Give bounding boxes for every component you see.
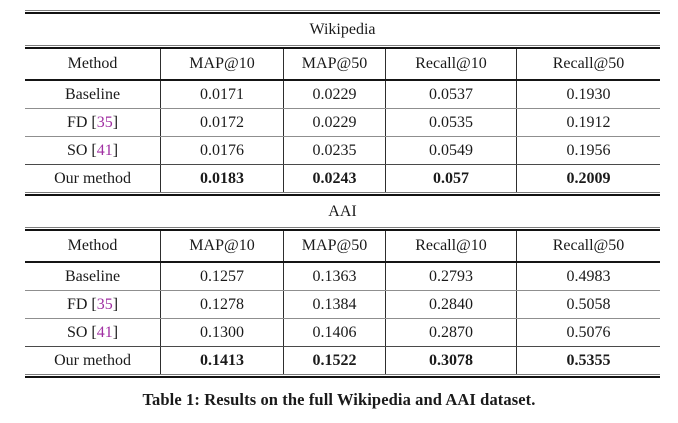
column-header-map50: MAP@50 [283,49,385,79]
value-cell: 0.0235 [283,137,385,164]
method-label: SO [ [66,141,97,159]
column-header-map50: MAP@50 [283,231,385,261]
value-cell: 0.5355 [516,347,660,374]
method-label-suffix: ] [112,113,119,131]
method-label: Our method [54,351,131,369]
value-cell: 0.4983 [516,263,660,290]
value-cell: 0.2870 [385,319,516,346]
value-cell: 0.0229 [283,109,385,136]
table-row-baseline: Baseline 0.0171 0.0229 0.0537 0.1930 [25,81,660,108]
table-row-baseline: Baseline 0.1257 0.1363 0.2793 0.4983 [25,263,660,290]
value-cell: 0.0171 [160,81,283,108]
column-header-recall10: Recall@10 [385,49,516,79]
method-cell: Our method [25,347,160,374]
title-rule [25,227,660,231]
value-cell: 0.1384 [283,291,385,318]
table-header-row: Method MAP@10 MAP@50 Recall@10 Recall@50 [25,49,660,81]
citation-link[interactable]: 41 [96,141,113,159]
method-cell: SO [41] [25,137,160,164]
method-label: FD [ [66,113,97,131]
column-header-map10: MAP@10 [160,49,283,79]
results-table-wikipedia: Wikipedia Method MAP@10 MAP@50 Recall@10… [25,14,660,192]
value-cell: 0.0229 [283,81,385,108]
method-label-suffix: ] [112,323,119,341]
method-cell: SO [41] [25,319,160,346]
value-cell: 0.1363 [283,263,385,290]
method-cell: Our method [25,165,160,192]
value-cell: 0.0537 [385,81,516,108]
table-caption: Table 1: Results on the full Wikipedia a… [142,390,536,409]
table-row-so: SO [41] 0.0176 0.0235 0.0549 0.1956 [25,136,660,164]
section-divider-rule [25,192,660,196]
column-header-method: Method [67,55,118,72]
bottom-rule [25,374,660,378]
top-rule [25,10,660,14]
value-cell: 0.0172 [160,109,283,136]
method-label-suffix: ] [112,295,119,313]
citation-link[interactable]: 41 [96,323,113,341]
column-header-recall10: Recall@10 [385,231,516,261]
value-cell: 0.1522 [283,347,385,374]
table-title-aai: AAI [328,203,357,220]
method-cell: FD [35] [25,291,160,318]
value-cell: 0.1257 [160,263,283,290]
value-cell: 0.1413 [160,347,283,374]
method-label: FD [ [66,295,97,313]
results-table-aai: AAI Method MAP@10 MAP@50 Recall@10 Recal… [25,196,660,374]
table-row-our-method: Our method 0.1413 0.1522 0.3078 0.5355 [25,346,660,374]
value-cell: 0.1956 [516,137,660,164]
table-row-so: SO [41] 0.1300 0.1406 0.2870 0.5076 [25,318,660,346]
value-cell: 0.2009 [516,165,660,192]
value-cell: 0.0243 [283,165,385,192]
method-label: Our method [54,169,131,187]
value-cell: 0.0183 [160,165,283,192]
column-header-method: Method [67,237,118,254]
method-cell: Baseline [25,263,160,290]
table-header-row: Method MAP@10 MAP@50 Recall@10 Recall@50 [25,231,660,263]
table-row-our-method: Our method 0.0183 0.0243 0.057 0.2009 [25,164,660,192]
value-cell: 0.1930 [516,81,660,108]
value-cell: 0.0535 [385,109,516,136]
value-cell: 0.2840 [385,291,516,318]
method-label-suffix: ] [112,141,119,159]
value-cell: 0.5076 [516,319,660,346]
column-header-map10: MAP@10 [160,231,283,261]
value-cell: 0.057 [385,165,516,192]
value-cell: 0.1278 [160,291,283,318]
value-cell: 0.1406 [283,319,385,346]
citation-link[interactable]: 35 [96,113,113,131]
value-cell: 0.1300 [160,319,283,346]
column-header-recall50: Recall@50 [516,231,660,261]
value-cell: 0.1912 [516,109,660,136]
value-cell: 0.3078 [385,347,516,374]
method-cell: FD [35] [25,109,160,136]
value-cell: 0.0176 [160,137,283,164]
method-label: SO [ [66,323,97,341]
value-cell: 0.2793 [385,263,516,290]
method-label: Baseline [64,267,121,285]
table-row-fd: FD [35] 0.1278 0.1384 0.2840 0.5058 [25,290,660,318]
table-figure: Wikipedia Method MAP@10 MAP@50 Recall@10… [25,10,660,378]
method-cell: Baseline [25,81,160,108]
value-cell: 0.5058 [516,291,660,318]
title-rule [25,45,660,49]
value-cell: 0.0549 [385,137,516,164]
column-header-recall50: Recall@50 [516,49,660,79]
method-label: Baseline [64,85,121,103]
table-title-wikipedia: Wikipedia [309,21,376,38]
table-row-fd: FD [35] 0.0172 0.0229 0.0535 0.1912 [25,108,660,136]
citation-link[interactable]: 35 [96,295,113,313]
